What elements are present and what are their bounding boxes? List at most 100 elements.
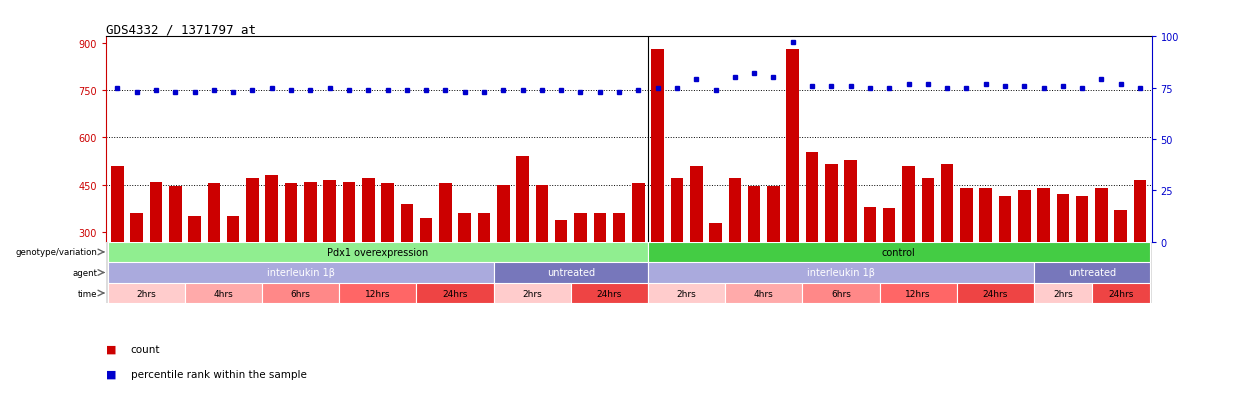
Text: 24hrs: 24hrs: [596, 289, 622, 298]
Bar: [1096, 188, 1108, 327]
Text: 2hrs: 2hrs: [677, 289, 696, 298]
Text: 24hrs: 24hrs: [442, 289, 468, 298]
Bar: [108, 283, 186, 304]
Bar: [879, 283, 956, 304]
Text: 4hrs: 4hrs: [754, 289, 773, 298]
Text: 4hrs: 4hrs: [214, 289, 233, 298]
Bar: [381, 184, 393, 327]
Bar: [956, 283, 1033, 304]
Bar: [555, 220, 568, 327]
Bar: [690, 166, 702, 327]
Text: time: time: [78, 289, 97, 298]
Bar: [263, 283, 340, 304]
Bar: [149, 182, 162, 327]
Bar: [802, 283, 879, 304]
Text: control: control: [881, 247, 916, 257]
Text: percentile rank within the sample: percentile rank within the sample: [131, 369, 306, 379]
Bar: [1037, 188, 1050, 327]
Bar: [613, 214, 625, 327]
Bar: [497, 185, 509, 327]
Bar: [324, 180, 336, 327]
Text: ■: ■: [106, 344, 116, 354]
Bar: [980, 188, 992, 327]
Bar: [1018, 190, 1031, 327]
Bar: [647, 242, 1149, 263]
Text: agent: agent: [72, 268, 97, 277]
Bar: [1057, 195, 1069, 327]
Bar: [574, 214, 586, 327]
Bar: [517, 157, 529, 327]
Bar: [362, 179, 375, 327]
Bar: [494, 283, 571, 304]
Bar: [342, 182, 355, 327]
Bar: [227, 217, 239, 327]
Bar: [494, 263, 647, 283]
Bar: [285, 184, 298, 327]
Bar: [304, 182, 316, 327]
Text: Pdx1 overexpression: Pdx1 overexpression: [327, 247, 428, 257]
Bar: [767, 187, 779, 327]
Bar: [417, 283, 494, 304]
Bar: [594, 214, 606, 327]
Bar: [941, 165, 954, 327]
Text: genotype/variation: genotype/variation: [16, 248, 97, 257]
Bar: [998, 196, 1011, 327]
Bar: [728, 179, 741, 327]
Bar: [864, 207, 876, 327]
Text: untreated: untreated: [1068, 268, 1116, 278]
Bar: [108, 242, 647, 263]
Bar: [478, 214, 491, 327]
Bar: [131, 214, 143, 327]
Bar: [439, 184, 452, 327]
Bar: [647, 263, 1033, 283]
Text: 2hrs: 2hrs: [137, 289, 156, 298]
Text: 12hrs: 12hrs: [365, 289, 391, 298]
Bar: [651, 50, 664, 327]
Text: ■: ■: [106, 369, 116, 379]
Bar: [535, 185, 548, 327]
Bar: [921, 179, 934, 327]
Bar: [647, 283, 725, 304]
Bar: [1076, 196, 1088, 327]
Bar: [825, 165, 838, 327]
Bar: [710, 223, 722, 327]
Bar: [903, 166, 915, 327]
Text: 12hrs: 12hrs: [905, 289, 931, 298]
Bar: [787, 50, 799, 327]
Bar: [671, 179, 684, 327]
Bar: [883, 209, 895, 327]
Bar: [111, 166, 123, 327]
Bar: [401, 204, 413, 327]
Bar: [169, 187, 182, 327]
Bar: [1033, 283, 1092, 304]
Bar: [1134, 180, 1147, 327]
Text: 2hrs: 2hrs: [523, 289, 542, 298]
Text: 24hrs: 24hrs: [1108, 289, 1133, 298]
Bar: [748, 187, 761, 327]
Text: untreated: untreated: [547, 268, 595, 278]
Text: GDS4332 / 1371797_at: GDS4332 / 1371797_at: [106, 23, 255, 36]
Bar: [188, 217, 200, 327]
Bar: [1033, 263, 1149, 283]
Text: 6hrs: 6hrs: [830, 289, 850, 298]
Bar: [571, 283, 647, 304]
Bar: [806, 152, 818, 327]
Bar: [844, 160, 857, 327]
Bar: [420, 218, 432, 327]
Bar: [108, 263, 494, 283]
Text: 6hrs: 6hrs: [291, 289, 311, 298]
Text: interleukin 1β: interleukin 1β: [266, 268, 335, 278]
Bar: [632, 184, 645, 327]
Text: 2hrs: 2hrs: [1053, 289, 1073, 298]
Bar: [1114, 211, 1127, 327]
Bar: [458, 214, 471, 327]
Bar: [247, 179, 259, 327]
Bar: [208, 184, 220, 327]
Bar: [186, 283, 263, 304]
Bar: [725, 283, 802, 304]
Text: interleukin 1β: interleukin 1β: [807, 268, 875, 278]
Bar: [265, 176, 278, 327]
Bar: [1092, 283, 1149, 304]
Text: 24hrs: 24hrs: [982, 289, 1008, 298]
Bar: [340, 283, 417, 304]
